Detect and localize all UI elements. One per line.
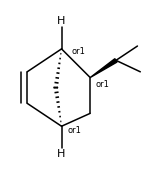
Polygon shape [90,59,117,78]
Text: H: H [57,149,66,159]
Text: or1: or1 [72,47,85,56]
Text: or1: or1 [67,126,81,135]
Text: H: H [57,16,66,26]
Text: or1: or1 [96,80,110,89]
